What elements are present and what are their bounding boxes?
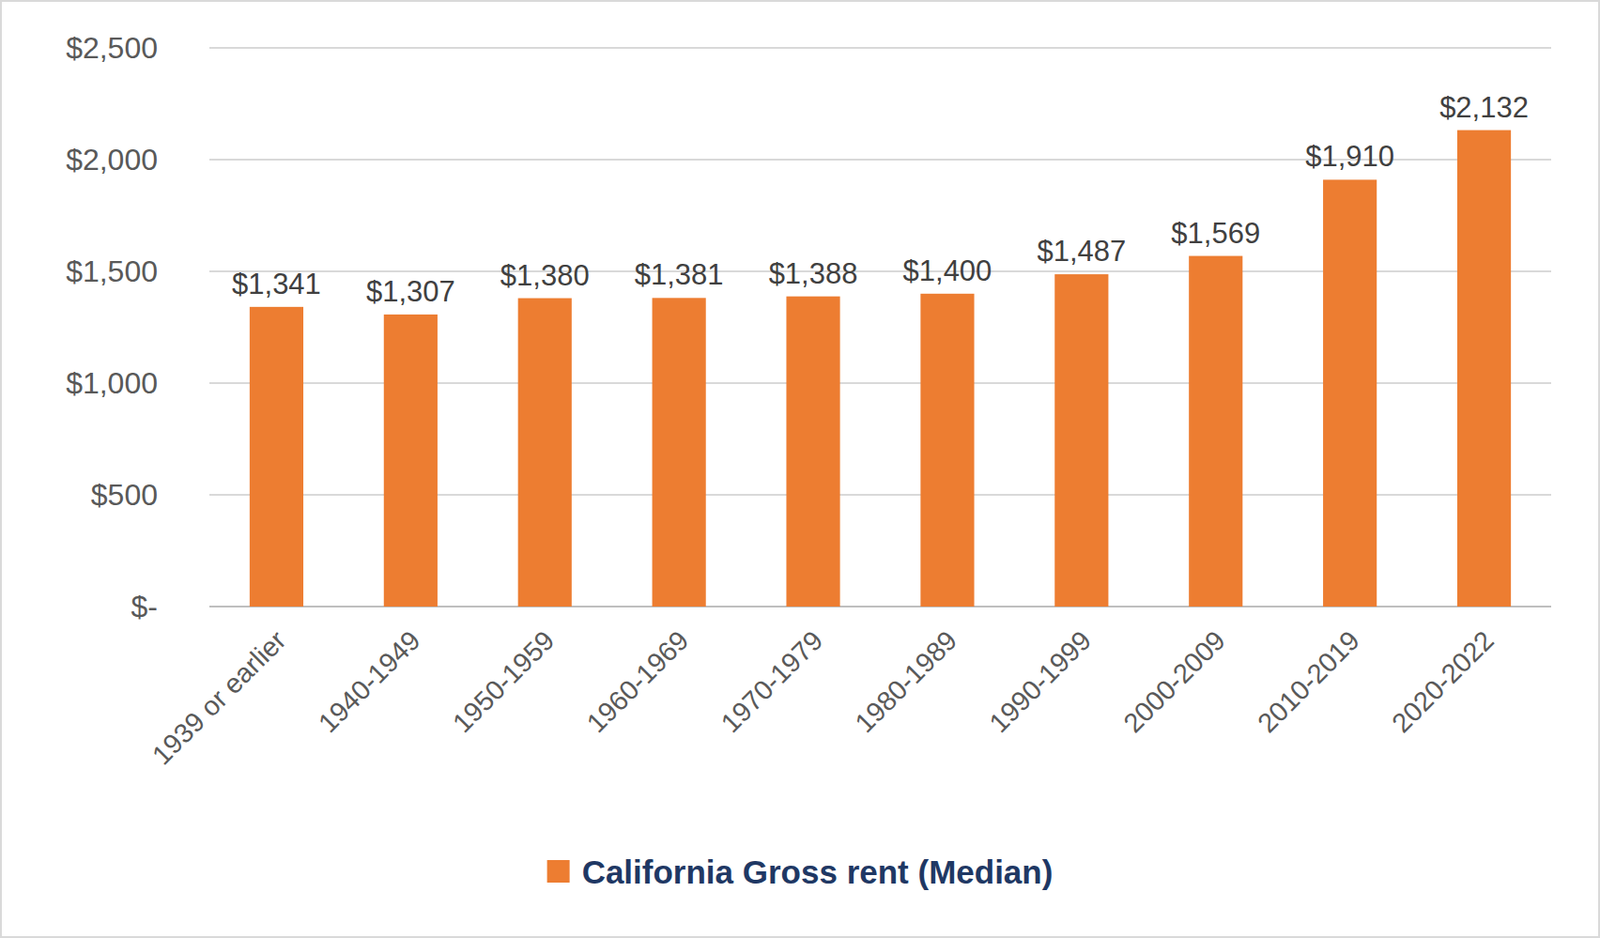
data-label: $1,487 [1036,234,1126,268]
data-label: $1,388 [769,257,859,291]
data-label: $1,381 [634,258,724,292]
data-label: $1,400 [903,254,993,288]
x-tick-label: 2020-2022 [1385,625,1500,739]
data-label: $1,569 [1170,216,1261,250]
y-tick-label: $2,500 [65,30,158,65]
bar [785,296,840,607]
x-tick-label: 1940-1949 [312,625,427,739]
bar [1323,179,1377,607]
bar [652,297,707,607]
data-label: $1,307 [366,275,456,308]
data-label: $1,341 [231,267,322,301]
legend-label: California Gross rent (Median) [582,853,1054,891]
grid-line [209,46,1552,49]
y-tick-label: $- [131,589,158,624]
bars [249,130,1511,607]
bar [1188,256,1243,607]
bar [518,298,572,607]
y-tick-label: $1,000 [65,366,158,400]
y-tick-label: $500 [91,477,158,512]
x-tick-label: 1960-1969 [581,625,695,739]
x-tick-label: 2010-2019 [1251,625,1366,739]
legend-swatch [547,860,570,883]
data-label: $2,132 [1439,91,1529,124]
bar [249,307,304,607]
data-label: $1,380 [500,259,590,293]
legend: California Gross rent (Median) [547,853,1054,891]
bar [1054,274,1108,607]
y-tick-label: $2,000 [65,142,158,177]
x-tick-label: 1970-1979 [715,625,830,739]
x-tick-label: 2000-2009 [1117,625,1231,739]
data-label: $1,910 [1305,139,1395,173]
y-tick-label: $1,500 [65,254,158,289]
x-tick-label: 1939 or earlier [146,624,293,770]
x-tick-label: 1980-1989 [848,625,963,739]
chart-frame [0,0,1600,938]
bar [384,314,438,607]
x-tick-label: 1950-1959 [446,625,561,739]
bar [1457,130,1511,607]
chart: $- $500 $1,000 $1,500 $2,000 $2,500 $1,341 $1,3… [0,0,1600,938]
bar [920,293,974,607]
x-tick-label: 1990-1999 [983,625,1097,739]
